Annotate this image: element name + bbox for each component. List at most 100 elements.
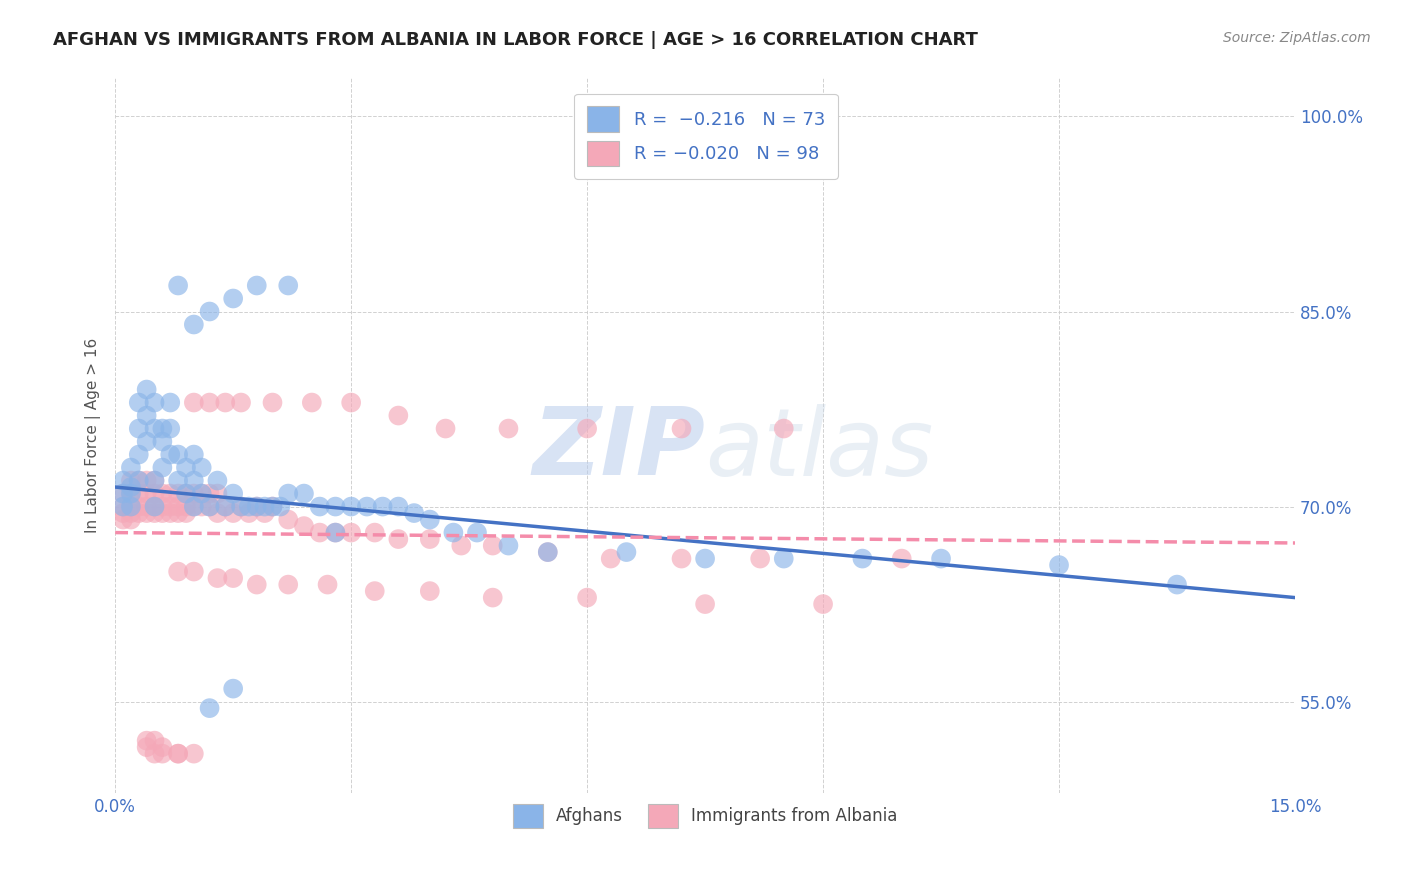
Point [772, 551, 794, 566]
Point [143, 474, 166, 488]
Point [277, 577, 299, 591]
Point [159, 421, 181, 435]
Point [128, 448, 150, 462]
Point [120, 512, 142, 526]
Point [120, 500, 142, 514]
Point [325, 500, 347, 514]
Point [308, 500, 330, 514]
Point [174, 506, 197, 520]
Point [150, 421, 173, 435]
Point [112, 506, 135, 520]
Point [537, 545, 560, 559]
Point [671, 421, 693, 435]
Point [174, 460, 197, 475]
Point [465, 525, 488, 540]
Point [481, 539, 503, 553]
Point [851, 551, 873, 566]
Point [128, 500, 150, 514]
Point [198, 304, 221, 318]
Point [135, 434, 157, 449]
Point [340, 395, 363, 409]
Point [576, 421, 599, 435]
Point [246, 500, 269, 514]
Point [387, 409, 409, 423]
Point [120, 460, 142, 475]
Point [356, 500, 378, 514]
Point [246, 278, 269, 293]
Point [143, 500, 166, 514]
Point [183, 565, 205, 579]
Point [222, 506, 245, 520]
Point [222, 292, 245, 306]
Point [292, 519, 315, 533]
Point [167, 565, 190, 579]
Point [419, 584, 441, 599]
Point [811, 597, 834, 611]
Point [135, 486, 157, 500]
Point [316, 577, 339, 591]
Point [135, 383, 157, 397]
Point [112, 512, 135, 526]
Point [419, 532, 441, 546]
Point [371, 500, 394, 514]
Point [229, 500, 252, 514]
Point [301, 395, 323, 409]
Point [143, 747, 166, 761]
Point [128, 421, 150, 435]
Point [364, 525, 387, 540]
Point [262, 395, 284, 409]
Point [222, 571, 245, 585]
Point [238, 506, 260, 520]
Text: atlas: atlas [704, 404, 934, 495]
Point [183, 747, 205, 761]
Point [150, 460, 173, 475]
Point [143, 474, 166, 488]
Point [222, 681, 245, 696]
Text: Source: ZipAtlas.com: Source: ZipAtlas.com [1223, 31, 1371, 45]
Point [340, 525, 363, 540]
Point [190, 500, 212, 514]
Point [128, 506, 150, 520]
Point [167, 747, 190, 761]
Point [128, 474, 150, 488]
Text: AFGHAN VS IMMIGRANTS FROM ALBANIA IN LABOR FORCE | AGE > 16 CORRELATION CHART: AFGHAN VS IMMIGRANTS FROM ALBANIA IN LAB… [53, 31, 979, 49]
Point [112, 486, 135, 500]
Point [229, 395, 252, 409]
Point [135, 733, 157, 747]
Point [222, 486, 245, 500]
Point [387, 500, 409, 514]
Point [120, 500, 142, 514]
Point [214, 395, 236, 409]
Point [190, 460, 212, 475]
Point [419, 512, 441, 526]
Point [198, 500, 221, 514]
Point [198, 500, 221, 514]
Point [198, 486, 221, 500]
Point [364, 584, 387, 599]
Point [1047, 558, 1070, 573]
Point [246, 500, 269, 514]
Point [269, 500, 291, 514]
Point [120, 486, 142, 500]
Point [159, 506, 181, 520]
Point [143, 500, 166, 514]
Point [135, 409, 157, 423]
Point [183, 395, 205, 409]
Point [167, 486, 190, 500]
Point [120, 506, 142, 520]
Point [167, 448, 190, 462]
Point [340, 500, 363, 514]
Point [183, 474, 205, 488]
Point [128, 395, 150, 409]
Point [238, 500, 260, 514]
Point [198, 395, 221, 409]
Point [325, 525, 347, 540]
Point [693, 551, 716, 566]
Text: ZIP: ZIP [533, 403, 704, 495]
Point [150, 500, 173, 514]
Point [207, 486, 229, 500]
Point [135, 740, 157, 755]
Point [749, 551, 772, 566]
Point [229, 500, 252, 514]
Point [1166, 577, 1188, 591]
